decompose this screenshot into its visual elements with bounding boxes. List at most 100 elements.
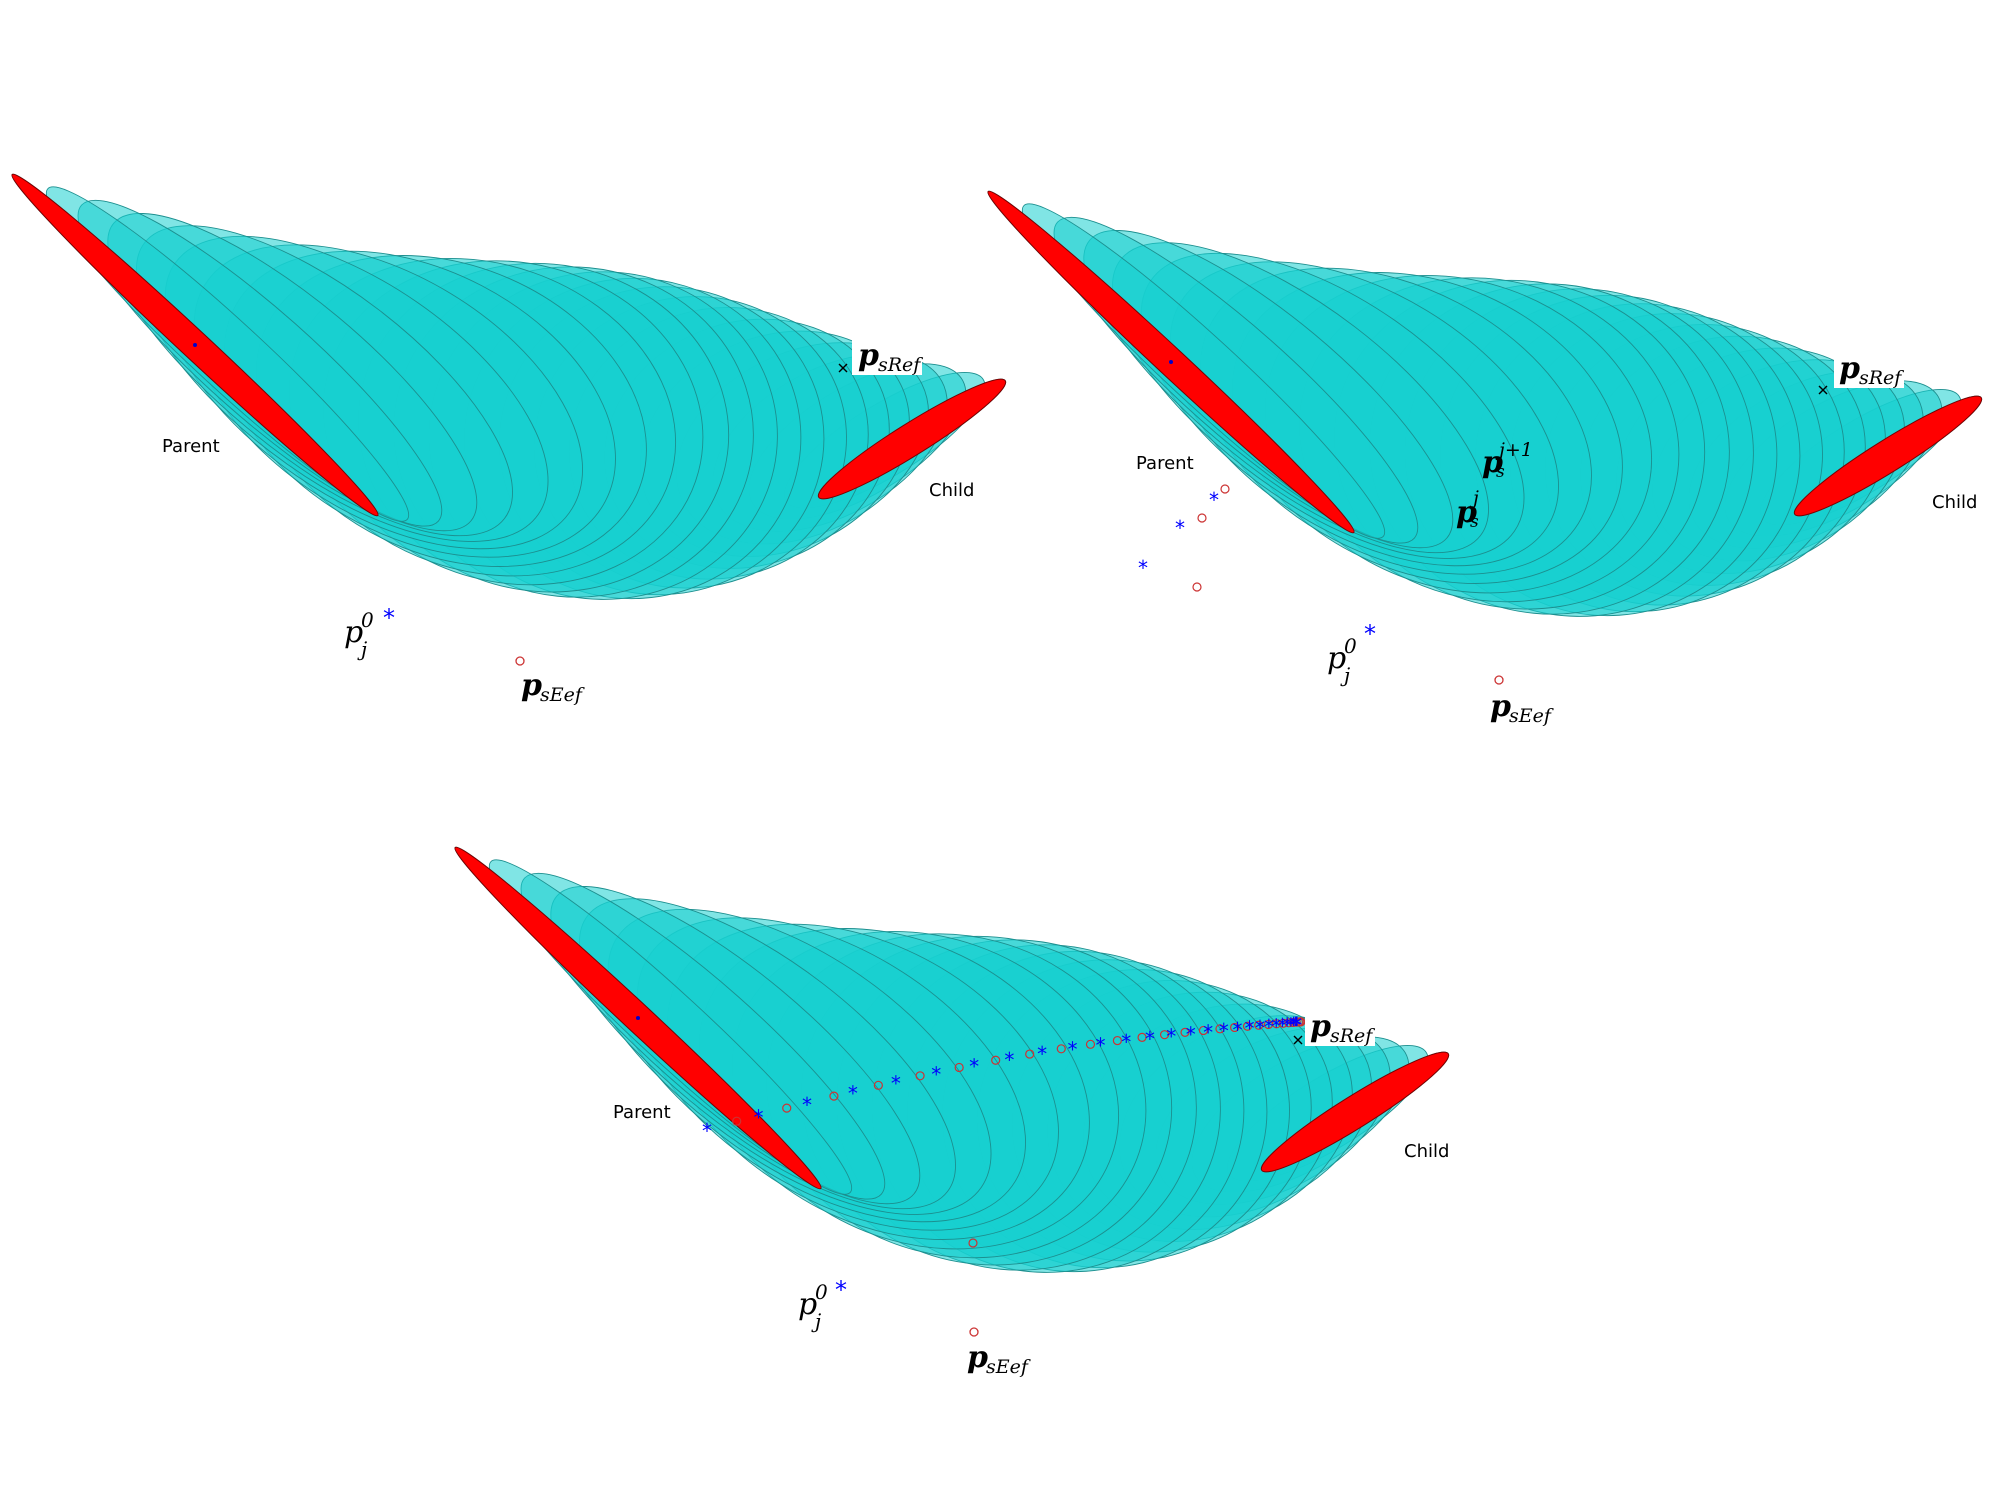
iterate-star: * — [1067, 1037, 1077, 1061]
svg-text:sRef: sRef — [878, 354, 923, 376]
iterate-star: * — [1233, 1018, 1243, 1042]
projection-circle — [1197, 513, 1207, 523]
svg-text:sRef: sRef — [1859, 367, 1904, 389]
projection-circle — [1215, 1024, 1225, 1034]
svg-text:j+1: j+1 — [1495, 439, 1533, 461]
ref-point-label: p sRef — [1305, 1006, 1375, 1047]
svg-text:sEef: sEef — [986, 1356, 1031, 1378]
svg-text:0: 0 — [815, 1280, 828, 1304]
svg-text:j: j — [357, 637, 367, 661]
parent-label: Parent — [162, 436, 220, 457]
projection-circle — [1254, 1020, 1264, 1030]
ref-point-marker — [1818, 385, 1828, 395]
iterate-star: * — [1175, 516, 1185, 540]
panel-c: *** * * * * * * * * * * * * * * * * *********** Parent Ch… — [454, 846, 1450, 1378]
iterate-star: * — [931, 1062, 941, 1086]
projection-circle — [829, 1091, 839, 1101]
iterate-star: * — [1121, 1030, 1131, 1054]
projection-circle — [873, 1080, 883, 1090]
svg-text:p: p — [1456, 495, 1477, 530]
iterate-star: * — [1290, 1013, 1300, 1037]
svg-text:sEef: sEef — [1509, 705, 1554, 727]
iterate-star: * — [1255, 1016, 1265, 1040]
projection-circle — [1198, 1025, 1209, 1036]
projection-circle — [1056, 1044, 1066, 1054]
iterate-star: * — [1277, 1014, 1287, 1038]
eef-point-marker — [969, 1327, 979, 1337]
svg-text:p: p — [344, 615, 363, 650]
child-ellipse — [1793, 395, 1983, 517]
iterate-star: * — [1209, 488, 1219, 512]
initial-point-marker: * — [383, 604, 395, 632]
projection-circle — [782, 1103, 792, 1113]
iterate-star: * — [1095, 1033, 1105, 1057]
ref-point-label: p sRef — [1834, 348, 1904, 389]
projection-circle — [1271, 1019, 1282, 1029]
projection-circle — [1242, 1021, 1253, 1031]
projection-circle — [1192, 582, 1202, 592]
svg-text:p: p — [798, 1287, 817, 1322]
child-label: Child — [1404, 1141, 1449, 1162]
iterate-star: * — [1166, 1024, 1176, 1048]
iterate-star: * — [1292, 1013, 1302, 1037]
svg-text:sRef: sRef — [1330, 1025, 1375, 1047]
projection-circle — [1278, 1018, 1288, 1028]
interpolated-ellipses — [454, 846, 1450, 1273]
projection-circle — [915, 1071, 925, 1081]
projection-circle — [991, 1055, 1001, 1065]
initial-point-marker: * — [1364, 620, 1376, 648]
svg-text:sEef: sEef — [540, 684, 585, 706]
panel-a: Parent Child p sRef p 0 j * p sEef — [11, 173, 1007, 706]
interpolated-ellipses — [11, 173, 1007, 600]
projection-circle — [1159, 1030, 1170, 1040]
projection-circle — [1220, 484, 1230, 494]
svg-text:j: j — [811, 1309, 821, 1333]
parent-center-dot — [193, 343, 197, 347]
projection-circle — [732, 1116, 742, 1126]
iterate-star: * — [1145, 1027, 1155, 1051]
iterate-star: * — [848, 1081, 858, 1105]
iterate-star: * — [1271, 1014, 1281, 1038]
svg-text:p: p — [1327, 641, 1346, 676]
iteration-markers: *** * * * * * * * * * * * * * * * * *********** — [702, 1013, 1306, 1248]
end-ellipses — [987, 190, 1983, 534]
panel-b: * * * Parent Child p sRef p j+1 s p j s p … — [987, 190, 1983, 727]
svg-text:s: s — [1496, 462, 1505, 482]
iterate-star: * — [969, 1055, 979, 1079]
eef-point-marker — [1494, 675, 1504, 685]
iter-label-next: p j+1 s — [1482, 439, 1533, 482]
iterate-star: * — [1291, 1013, 1301, 1037]
eef-point-label: p sEef — [521, 668, 585, 706]
iterate-star: * — [702, 1119, 712, 1143]
projection-circle — [1180, 1027, 1190, 1037]
end-ellipses — [454, 846, 1450, 1190]
svg-text:s: s — [1470, 512, 1479, 532]
iter-label-current: p j s — [1456, 487, 1479, 532]
svg-text:p: p — [1310, 1009, 1331, 1044]
projection-circle — [1296, 1017, 1306, 1027]
child-ellipse — [817, 378, 1007, 500]
projection-circle — [1230, 1022, 1240, 1033]
parent-center-dot — [636, 1016, 640, 1020]
parent-label: Parent — [613, 1102, 671, 1123]
projection-circle — [1025, 1049, 1035, 1059]
eef-point-marker — [515, 656, 525, 666]
interpolated-ellipse — [1021, 203, 1386, 539]
projection-circle — [968, 1238, 978, 1248]
svg-text:p: p — [858, 338, 879, 373]
iterate-star: * — [1264, 1015, 1274, 1039]
projection-circle — [1112, 1035, 1122, 1046]
svg-text:p: p — [1839, 351, 1860, 386]
iterate-star: * — [753, 1105, 763, 1129]
svg-text:0: 0 — [1344, 634, 1357, 658]
initial-point-marker: * — [835, 1276, 847, 1304]
ref-point-marker — [1293, 1035, 1303, 1045]
initial-point-label: p 0 j — [1327, 634, 1357, 687]
svg-text:p: p — [521, 668, 542, 703]
svg-text:p: p — [1490, 689, 1511, 724]
iterate-star: * — [1186, 1022, 1196, 1046]
iterate-star: * — [802, 1093, 812, 1117]
eef-point-label: p sEef — [967, 1340, 1031, 1378]
svg-text:j: j — [1469, 487, 1479, 509]
